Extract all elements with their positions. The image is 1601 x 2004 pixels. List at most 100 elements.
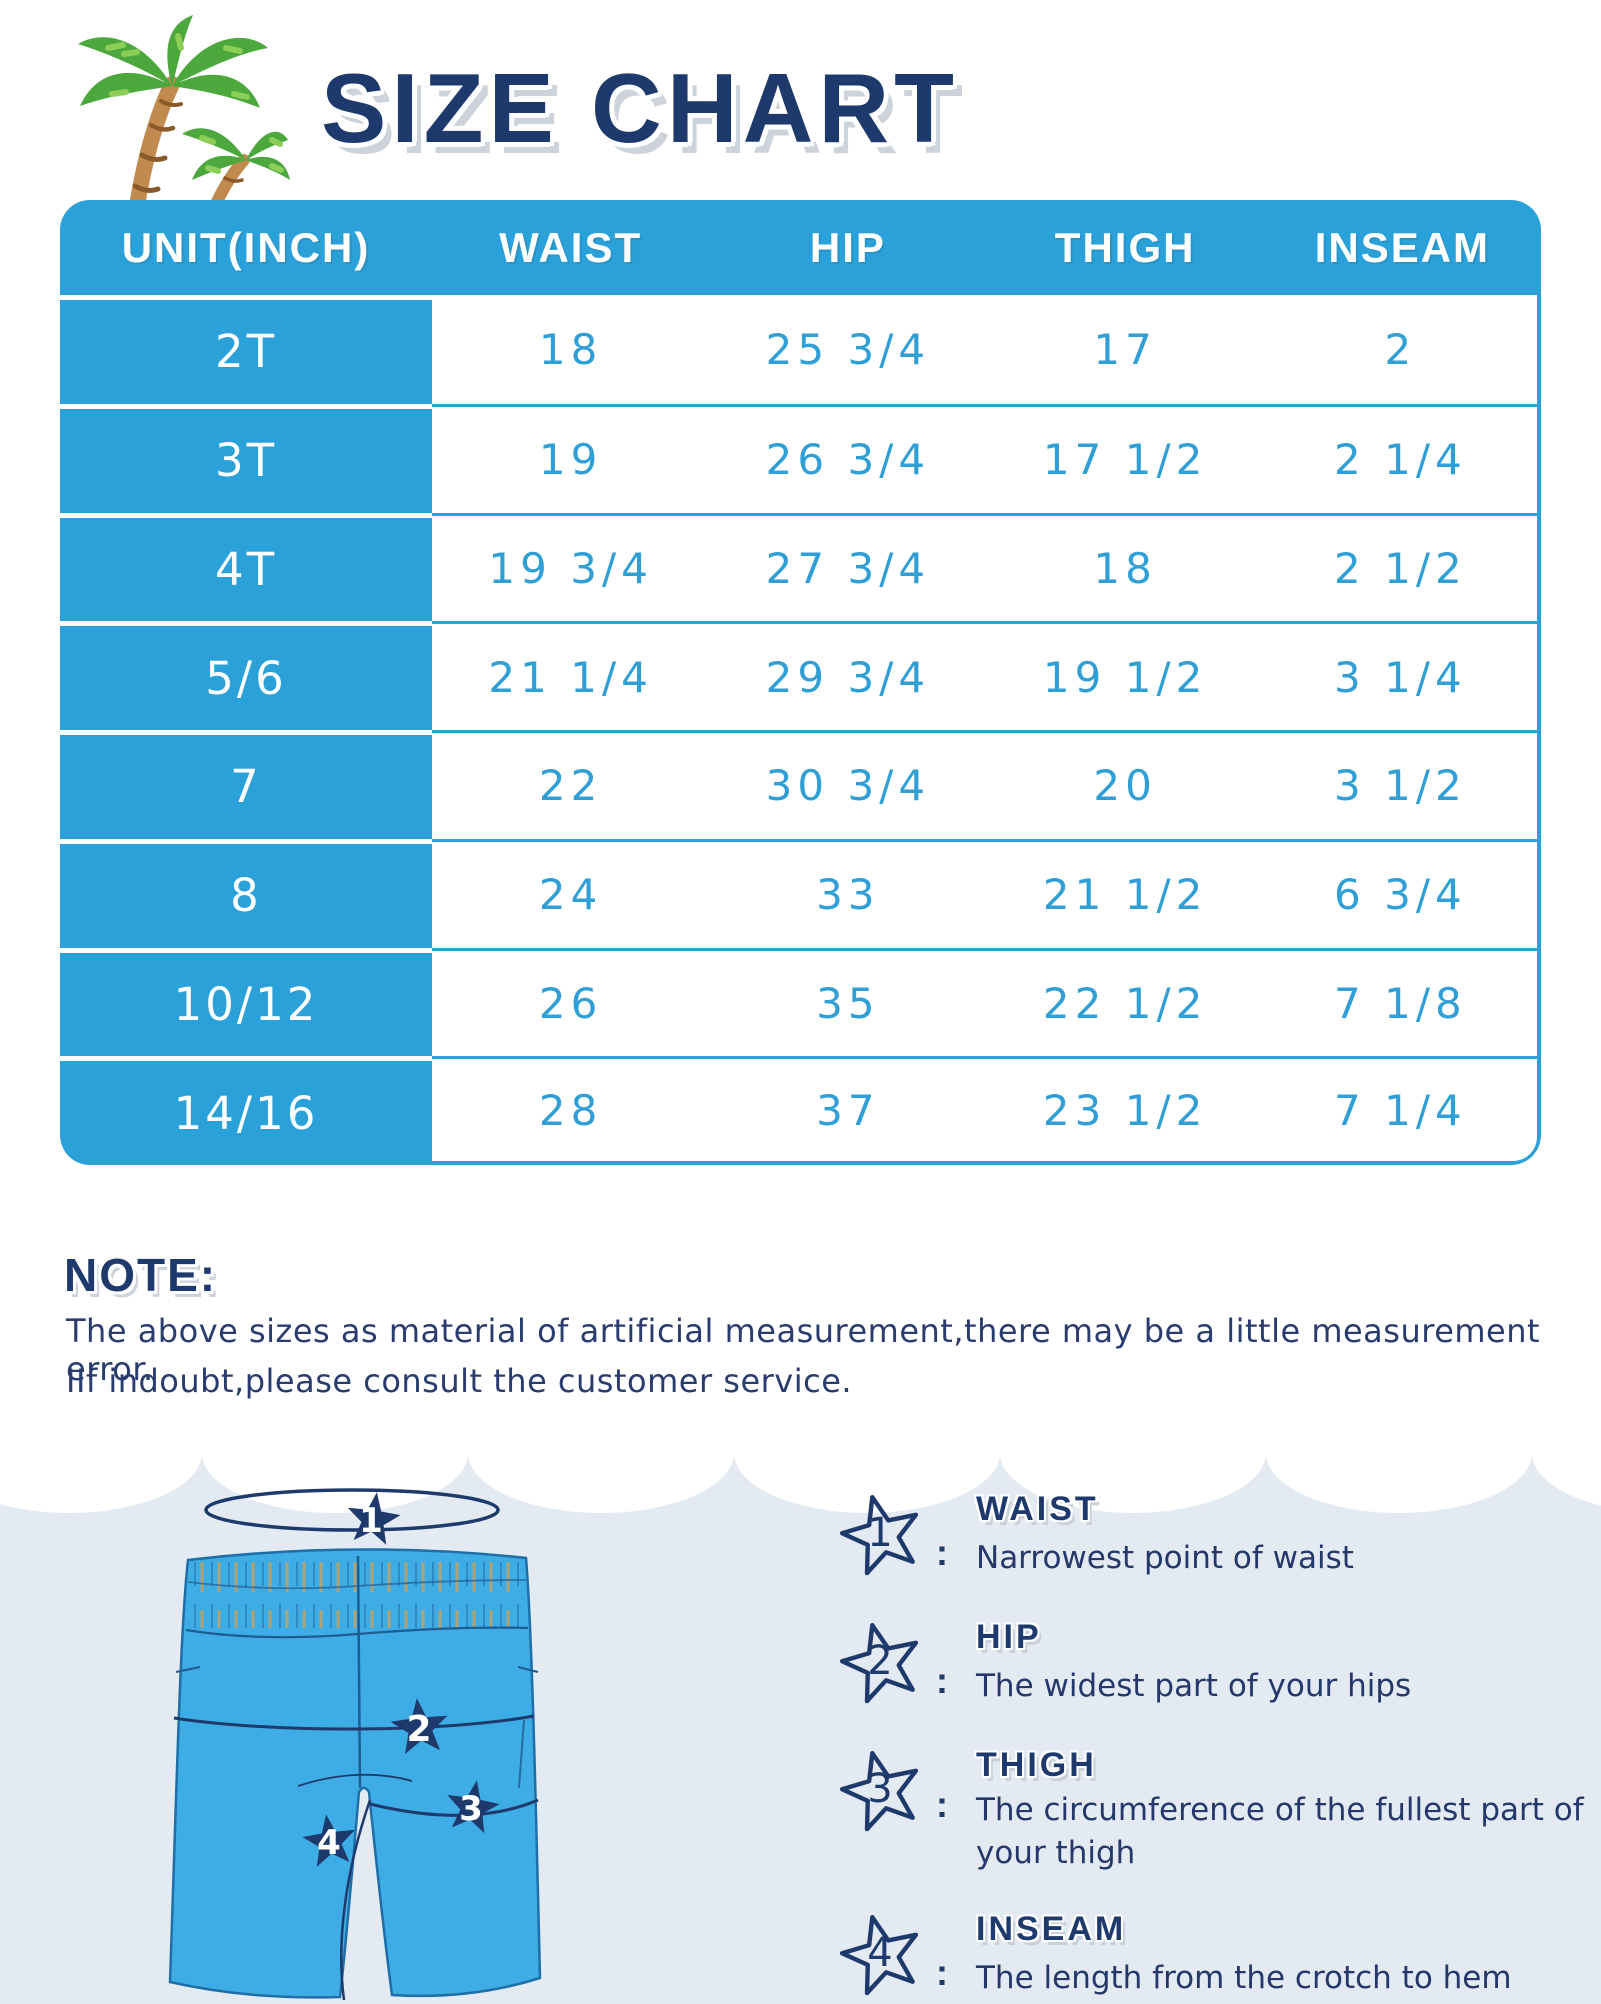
- wave-divider: [0, 1453, 1601, 1547]
- hip-value: 26 3/4: [709, 403, 987, 513]
- inseam-value: 3 1/2: [1263, 730, 1541, 839]
- note-text-line2: IIf indoubt,please consult the customer …: [66, 1362, 853, 1400]
- legend-item-hip: 2 HIP : The widest part of your hips: [836, 1610, 1596, 1712]
- shorts-measurement-diagram: 1 2 3 4: [168, 1488, 542, 2001]
- legend-description: Narrowest point of waist: [976, 1539, 1354, 1576]
- waist-value: 19: [432, 403, 710, 513]
- header-thigh: THIGH: [1054, 223, 1196, 271]
- table-row: 14/16 28 37 23 1/2 7 1/4: [60, 1056, 1541, 1165]
- thigh-value: 17 1/2: [986, 403, 1264, 513]
- legend-colon: :: [936, 1951, 948, 1993]
- thigh-value: 22 1/2: [986, 947, 1264, 1057]
- legend-star-number: 4: [867, 1930, 892, 1976]
- hip-value: 29 3/4: [709, 621, 987, 730]
- waist-value: 19 3/4: [432, 512, 710, 622]
- inseam-value: 7 1/4: [1263, 1056, 1541, 1165]
- inseam-value: 2: [1264, 295, 1541, 404]
- hip-value: 33: [709, 838, 987, 948]
- size-label: 5/6: [60, 621, 432, 730]
- thigh-value: 19 1/2: [986, 621, 1264, 730]
- legend-star-number: 2: [867, 1638, 892, 1684]
- left-pocket-line: [175, 1666, 201, 1673]
- table-header-row: UNIT(INCH) WAIST HIP THIGH INSEAM: [60, 200, 1541, 295]
- size-label: 4T: [60, 512, 432, 622]
- legend-title: WAIST: [976, 1490, 1099, 1528]
- hip-measure-line: [173, 1714, 535, 1731]
- legend-description: The length from the crotch to hem: [976, 1959, 1512, 1996]
- hip-value: 30 3/4: [709, 730, 987, 839]
- header-unit: UNIT(INCH): [121, 223, 371, 271]
- inseam-value: 2 1/4: [1263, 403, 1541, 513]
- hip-value: 35: [709, 947, 987, 1057]
- thigh-value: 18: [986, 512, 1264, 622]
- size-label: 2T: [60, 295, 432, 404]
- waist-measure-ellipse: [204, 1488, 500, 1532]
- header-hip: HIP: [809, 223, 886, 271]
- legend-star-number: 1: [867, 1510, 892, 1556]
- hip-value: 25 3/4: [765, 324, 931, 374]
- hip-value: 27 3/4: [709, 512, 987, 622]
- table-row: 10/12 26 35 22 1/2 7 1/8: [60, 947, 1541, 1057]
- size-label: 7: [60, 730, 432, 839]
- waist-value: 22: [432, 730, 710, 839]
- legend-colon: :: [936, 1531, 948, 1573]
- thigh-value: 21 1/2: [986, 838, 1264, 948]
- palm-tree-icon: [78, 15, 290, 250]
- legend-title: THIGH: [976, 1746, 1097, 1784]
- star-1-icon: 1: [839, 1494, 919, 1576]
- waist-value: 28: [432, 1056, 710, 1165]
- star-number-4: 4: [317, 1823, 341, 1863]
- hip-value: 37: [709, 1056, 987, 1165]
- header-inseam: INSEAM: [1314, 223, 1491, 271]
- legend-colon: :: [936, 1659, 948, 1701]
- center-front-seam: [356, 1555, 362, 1789]
- inseam-value: 6 3/4: [1263, 838, 1541, 948]
- waist-value: 21 1/4: [432, 621, 710, 730]
- star-marker-thigh: 3: [447, 1780, 500, 1834]
- table-row: 4T 19 3/4 27 3/4 18 2 1/2: [60, 512, 1541, 622]
- table-row: 3T 19 26 3/4 17 1/2 2 1/4: [60, 403, 1541, 513]
- legend-item-inseam: 4 INSEAM : The length from the crotch to…: [836, 1902, 1596, 2004]
- star-number-1: 1: [359, 1501, 383, 1541]
- size-chart-table: UNIT(INCH) WAIST HIP THIGH INSEAM 2T 18 …: [60, 200, 1541, 1165]
- legend-star-number: 3: [867, 1766, 892, 1812]
- size-label: 14/16: [60, 1056, 432, 1165]
- legend-colon: :: [936, 1784, 948, 1825]
- header-waist: WAIST: [499, 223, 643, 271]
- size-label: 8: [60, 838, 432, 948]
- legend-description: The widest part of your hips: [976, 1667, 1412, 1704]
- star-3-icon: 3: [839, 1750, 919, 1832]
- right-pocket-line: [517, 1666, 539, 1673]
- measurement-legend: 1 WAIST : Narrowest point of waist 2 HIP…: [836, 1482, 1596, 2004]
- star-marker-waist: 1: [347, 1492, 401, 1545]
- waist-value: 26: [432, 947, 710, 1057]
- inseam-leader-line: [297, 1773, 413, 1787]
- table-row: 2T 18 25 3/4 17 2: [60, 295, 1541, 404]
- size-label: 3T: [60, 403, 432, 513]
- waist-value: 18: [538, 324, 603, 374]
- waistband-texture: [190, 1562, 522, 1628]
- thigh-value: 17: [1093, 324, 1157, 374]
- waist-value: 24: [432, 838, 710, 948]
- star-marker-hip: 2: [390, 1698, 448, 1754]
- thigh-value: 23 1/2: [986, 1056, 1264, 1165]
- star-4-icon: 4: [839, 1914, 919, 1996]
- inseam-value: 2 1/2: [1263, 512, 1541, 622]
- legend-title: INSEAM: [976, 1909, 1127, 1948]
- page-title: SIZE CHART: [321, 53, 959, 163]
- thigh-value: 20: [986, 730, 1264, 839]
- inseam-measure-line: [340, 1799, 372, 2001]
- star-number-3: 3: [459, 1789, 483, 1829]
- size-label: 10/12: [60, 947, 432, 1057]
- table-row: 5/6 21 1/4 29 3/4 19 1/2 3 1/4: [60, 621, 1541, 730]
- table-row: 8 24 33 21 1/2 6 3/4: [60, 838, 1541, 948]
- note-text-line1: The above sizes as material of artificia…: [66, 1312, 1541, 1388]
- star-2-icon: 2: [839, 1622, 919, 1704]
- legend-title: HIP: [976, 1618, 1042, 1656]
- inseam-value: 7 1/8: [1263, 947, 1541, 1057]
- note-heading: NOTE:: [64, 1249, 218, 1301]
- shorts-body: [168, 1548, 542, 1999]
- star-number-2: 2: [406, 1709, 431, 1750]
- star-marker-inseam: 4: [302, 1814, 356, 1867]
- legend-item-waist: 1 WAIST : Narrowest point of waist: [836, 1482, 1596, 1584]
